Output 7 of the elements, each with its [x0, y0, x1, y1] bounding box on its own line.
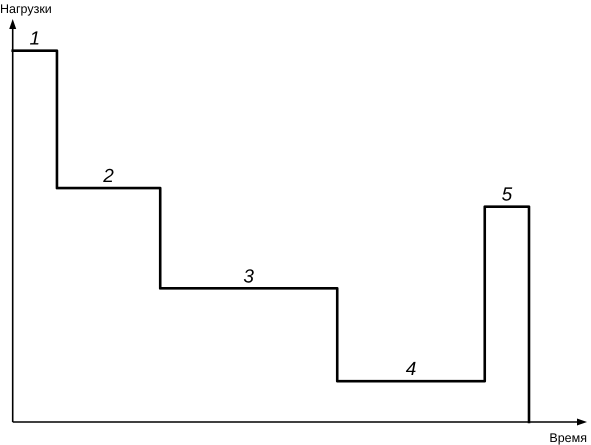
text: 1: [30, 28, 40, 50]
annotation: 5: [502, 184, 513, 206]
x-axis-title: Время: [549, 431, 587, 445]
y-axis-title: Нагрузки: [0, 2, 52, 16]
annotation: 2: [102, 166, 114, 188]
annotation: 4: [406, 359, 416, 380]
annotation: 3: [243, 266, 254, 288]
